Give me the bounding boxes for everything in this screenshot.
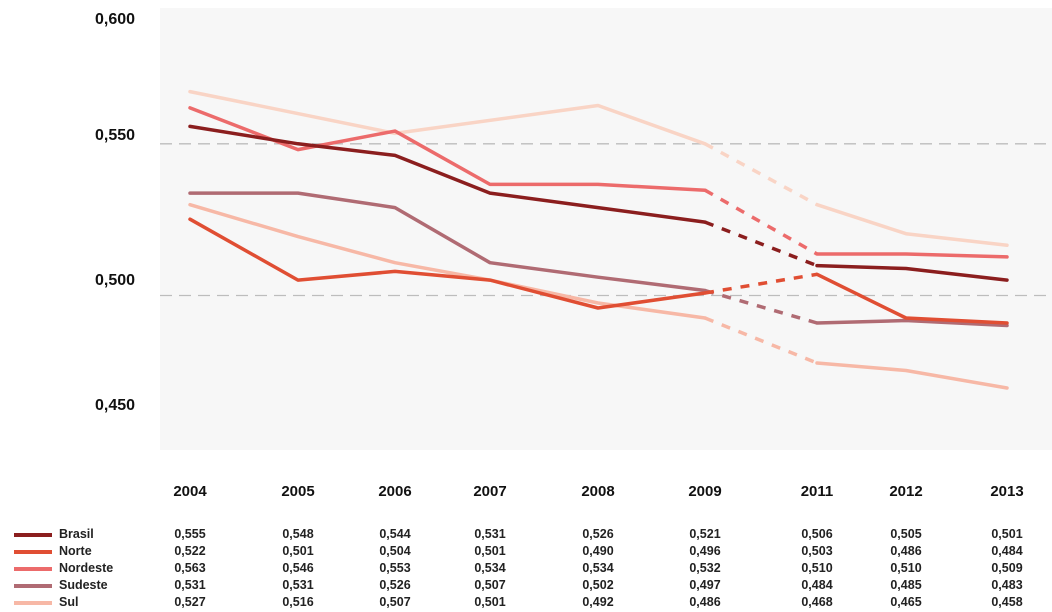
- series-gap-unlabeled: [704, 142, 818, 207]
- data-table-cell: 0,544: [379, 527, 411, 541]
- data-table-cell: 0,510: [801, 561, 833, 575]
- legend-swatch: [14, 601, 52, 605]
- data-table-cell: 0,468: [801, 595, 833, 609]
- x-tick-label: 2006: [378, 483, 412, 500]
- data-table-cell: 0,458: [991, 595, 1023, 609]
- data-table-cell: 0,526: [582, 527, 614, 541]
- x-tick-label: 2005: [281, 483, 315, 500]
- data-table-cell: 0,531: [282, 578, 314, 592]
- series-gap-brasil: [704, 220, 818, 268]
- data-table-cell: 0,553: [379, 561, 411, 575]
- data-table-cell: 0,510: [890, 561, 922, 575]
- series-gap-nordeste: [704, 188, 818, 256]
- series-line-sudeste-b: [815, 318, 1009, 328]
- data-table-cell: 0,501: [991, 527, 1023, 541]
- data-table-cell: 0,496: [689, 544, 721, 558]
- legend-label: Brasil: [59, 527, 94, 541]
- series-line-norte-b: [815, 272, 1009, 325]
- series-line-brasil-a: [188, 124, 707, 224]
- data-table-cell: 0,532: [689, 561, 721, 575]
- data-table-cell: 0,501: [282, 544, 314, 558]
- data-table-cell: 0,505: [890, 527, 922, 541]
- data-table-cell: 0,486: [890, 544, 922, 558]
- data-table-cell: 0,504: [379, 544, 411, 558]
- series-line-unlabeled-a: [188, 89, 707, 146]
- legend-label: Sul: [59, 595, 79, 609]
- y-tick-label: 0,450: [95, 397, 136, 414]
- y-tick-label: 0,600: [95, 11, 136, 28]
- series-gap-sudeste: [704, 288, 818, 325]
- data-table-cell: 0,486: [689, 595, 721, 609]
- data-table-cell: 0,531: [174, 578, 206, 592]
- series-gap-norte: [704, 272, 818, 295]
- data-table-cell: 0,522: [174, 544, 206, 558]
- data-table-cell: 0,506: [801, 527, 833, 541]
- series-line-sul-b: [815, 361, 1009, 390]
- legend-label: Sudeste: [59, 578, 108, 592]
- data-table-cell: 0,516: [282, 595, 314, 609]
- data-table-cell: 0,484: [991, 544, 1023, 558]
- legend-swatch: [14, 584, 52, 588]
- series-line-sudeste-a: [188, 191, 707, 293]
- data-table-cell: 0,507: [474, 578, 506, 592]
- legend-swatch: [14, 550, 52, 554]
- data-table-cell: 0,501: [474, 544, 506, 558]
- data-table-cell: 0,521: [689, 527, 721, 541]
- data-table-cell: 0,503: [801, 544, 833, 558]
- data-table-cell: 0,502: [582, 578, 614, 592]
- data-table-cell: 0,526: [379, 578, 411, 592]
- data-table-cell: 0,483: [991, 578, 1023, 592]
- data-table-cell: 0,534: [474, 561, 506, 575]
- data-table-cell: 0,484: [801, 578, 833, 592]
- y-tick-label: 0,550: [95, 127, 136, 144]
- data-table-cell: 0,555: [174, 527, 206, 541]
- x-tick-label: 2013: [990, 483, 1024, 500]
- data-table-cell: 0,497: [689, 578, 721, 592]
- data-table-cell: 0,534: [582, 561, 614, 575]
- data-table-cell: 0,527: [174, 595, 206, 609]
- legend-swatch: [14, 533, 52, 537]
- data-table-cell: 0,563: [174, 561, 206, 575]
- data-table-cell: 0,509: [991, 561, 1023, 575]
- data-table-cell: 0,501: [474, 595, 506, 609]
- data-table-cell: 0,492: [582, 595, 614, 609]
- legend-label: Norte: [59, 544, 92, 558]
- x-tick-label: 2008: [581, 483, 615, 500]
- x-tick-label: 2007: [473, 483, 507, 500]
- legend-swatch: [14, 567, 52, 571]
- data-table-cell: 0,485: [890, 578, 922, 592]
- legend-label: Nordeste: [59, 561, 114, 575]
- data-table-cell: 0,507: [379, 595, 411, 609]
- plot-area: [160, 8, 1052, 450]
- x-tick-label: 2012: [889, 483, 923, 500]
- data-table-cell: 0,490: [582, 544, 614, 558]
- data-table-cell: 0,548: [282, 527, 314, 541]
- series-line-norte-a: [188, 217, 707, 310]
- x-tick-label: 2004: [173, 483, 207, 500]
- x-tick-label: 2011: [800, 483, 834, 500]
- series-line-nordeste-b: [815, 252, 1009, 259]
- x-tick-label: 2009: [688, 483, 722, 500]
- series-line-brasil-b: [815, 263, 1009, 282]
- y-tick-label: 0,500: [95, 272, 136, 289]
- data-table-cell: 0,465: [890, 595, 922, 609]
- data-table-cell: 0,531: [474, 527, 506, 541]
- data-table-cell: 0,546: [282, 561, 314, 575]
- series-line-unlabeled-b: [815, 202, 1009, 248]
- series-gap-sul: [704, 316, 818, 365]
